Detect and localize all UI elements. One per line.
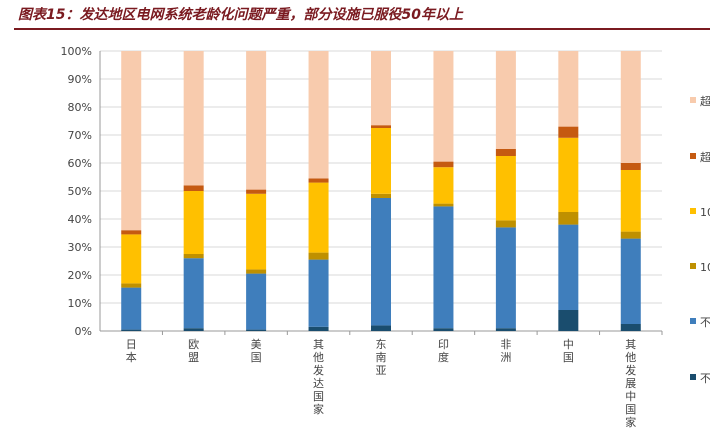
y-tick-label: 0% xyxy=(75,325,92,338)
y-tick-label: 50% xyxy=(68,185,92,198)
bar-segment xyxy=(558,51,579,127)
x-category-label: 中国 xyxy=(563,338,574,364)
x-category-label: 其他发达国家 xyxy=(313,338,324,416)
legend-swatch xyxy=(690,97,696,103)
y-tick-label: 100% xyxy=(61,45,92,58)
bar-segment xyxy=(620,170,641,232)
legend-label: 超 xyxy=(700,150,710,164)
bar-segment xyxy=(183,328,204,331)
bar-segment xyxy=(495,149,516,156)
y-tick-label: 40% xyxy=(68,213,92,226)
bar-segment xyxy=(183,185,204,191)
bar-segment xyxy=(183,191,204,254)
legend-swatch xyxy=(690,374,696,380)
legend-label: 10 xyxy=(700,206,710,219)
bar-segment xyxy=(121,287,142,330)
y-tick-label: 70% xyxy=(68,129,92,142)
y-tick-label: 80% xyxy=(68,101,92,114)
bar-segment xyxy=(558,224,579,310)
x-category-label: 印度 xyxy=(438,338,449,364)
bar-segment xyxy=(183,258,204,329)
title-rule xyxy=(14,28,710,30)
bar-segment xyxy=(308,178,329,183)
y-tick-label: 30% xyxy=(68,241,92,254)
y-tick-label: 10% xyxy=(68,297,92,310)
bar-segment xyxy=(495,220,516,228)
bar-segment xyxy=(308,326,329,331)
bar-segment xyxy=(558,212,579,225)
bar-segment xyxy=(246,193,267,270)
bar-segment xyxy=(183,51,204,186)
bar-segment xyxy=(246,51,267,190)
legend-swatch xyxy=(690,318,696,324)
bar-segment xyxy=(121,329,142,331)
bar-segment xyxy=(371,198,391,326)
x-category-label: 美国 xyxy=(251,338,262,364)
bar-segment xyxy=(620,324,641,331)
x-category-label: 欧盟 xyxy=(188,338,199,364)
bar-segment xyxy=(620,163,641,170)
bar-segment xyxy=(620,51,641,163)
bar-segment xyxy=(371,51,391,126)
bar-segment xyxy=(246,189,267,194)
bar-segment xyxy=(433,328,454,331)
legend-label: 不 xyxy=(700,372,710,385)
bar-segment xyxy=(371,193,391,198)
x-category-label: 非洲 xyxy=(500,338,511,364)
bar-segment xyxy=(495,227,516,329)
legend-label: 不 xyxy=(700,316,710,329)
bar-segment xyxy=(246,329,267,331)
bar-segment xyxy=(246,273,267,330)
bar-segment xyxy=(558,126,579,138)
x-category-label: 其他发展中国家 xyxy=(625,338,636,428)
legend-swatch xyxy=(690,263,696,269)
bar-segment xyxy=(308,252,329,260)
bar-segment xyxy=(371,128,391,194)
bar-segment xyxy=(183,254,204,259)
bar-segment xyxy=(495,328,516,331)
y-tick-label: 90% xyxy=(68,73,92,86)
bar-segment xyxy=(433,206,454,329)
bar-segment xyxy=(308,259,329,327)
y-tick-label: 60% xyxy=(68,157,92,170)
bar-segment xyxy=(620,231,641,239)
bar-segment xyxy=(371,125,391,128)
bar-segment xyxy=(433,167,454,204)
legend-swatch xyxy=(690,153,696,159)
bar-segment xyxy=(433,203,454,207)
bar-segment xyxy=(558,310,579,331)
y-tick-label: 20% xyxy=(68,269,92,282)
bar-segment xyxy=(121,230,142,235)
bar-segment xyxy=(371,325,391,331)
figure-title: 图表15：发达地区电网系统老龄化问题严重，部分设施已服役50年以上 xyxy=(18,7,463,23)
x-category-label: 东南亚 xyxy=(376,338,387,377)
bar-segment xyxy=(495,51,516,149)
bar-segment xyxy=(121,51,142,231)
bar-segment xyxy=(308,182,329,253)
bar-segment xyxy=(495,156,516,221)
legend-label: 10 xyxy=(700,261,710,274)
x-category-label: 日本 xyxy=(126,338,137,364)
bar-segment xyxy=(246,269,267,274)
bar-segment xyxy=(558,137,579,212)
legend-label: 超 xyxy=(700,94,710,108)
bar-segment xyxy=(121,283,142,288)
bar-segment xyxy=(620,238,641,324)
bar-segment xyxy=(121,234,142,284)
bar-segment xyxy=(433,161,454,168)
legend-swatch xyxy=(690,208,696,214)
bar-segment xyxy=(308,51,329,179)
bar-segment xyxy=(433,51,454,162)
